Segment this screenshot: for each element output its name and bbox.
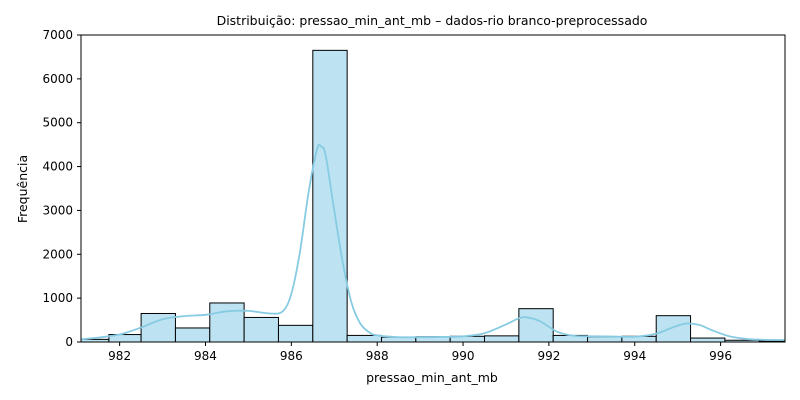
- x-axis-ticks: 982 984 986 988 990 992 994 996: [108, 342, 732, 363]
- y-tick-label: 5000: [42, 116, 73, 130]
- histogram-bar: [312, 49, 348, 342]
- chart-title: Distribuição: pressao_min_ant_mb – dados…: [217, 13, 648, 28]
- histogram-bar: [277, 324, 314, 342]
- x-axis-label: pressao_min_ant_mb: [366, 370, 498, 385]
- y-axis-label: Frequência: [15, 155, 30, 223]
- histogram-bar: [174, 327, 211, 342]
- plot-frame: [80, 34, 786, 343]
- histogram-bars: [81, 49, 785, 342]
- histogram-bar: [690, 337, 726, 342]
- y-tick-label: 0: [65, 335, 73, 349]
- y-tick-label: 6000: [42, 72, 73, 86]
- x-tick-label: 990: [452, 349, 475, 363]
- kde-line: [81, 143, 785, 341]
- histogram-bar: [655, 315, 692, 342]
- x-tick-label: 982: [108, 349, 131, 363]
- y-tick-label: 7000: [42, 28, 73, 42]
- x-tick-label: 996: [709, 349, 732, 363]
- x-tick-label: 994: [623, 349, 646, 363]
- y-tick-label: 3000: [42, 203, 73, 217]
- x-tick-label: 984: [194, 349, 217, 363]
- y-tick-label: 2000: [42, 247, 73, 261]
- histogram-bar: [587, 336, 623, 342]
- histogram-bar: [484, 335, 520, 342]
- histogram-bar: [346, 334, 382, 342]
- x-tick-label: 986: [280, 349, 303, 363]
- x-tick-label: 992: [537, 349, 560, 363]
- histogram-bar: [209, 302, 245, 342]
- y-tick-label: 1000: [42, 291, 73, 305]
- x-tick-label: 988: [366, 349, 389, 363]
- kde-curve-group: [81, 143, 785, 341]
- histogram-bar: [243, 316, 279, 342]
- y-axis-ticks: 0 1000 2000 3000 4000 5000 6000 7000: [42, 28, 81, 349]
- y-tick-label: 4000: [42, 160, 73, 174]
